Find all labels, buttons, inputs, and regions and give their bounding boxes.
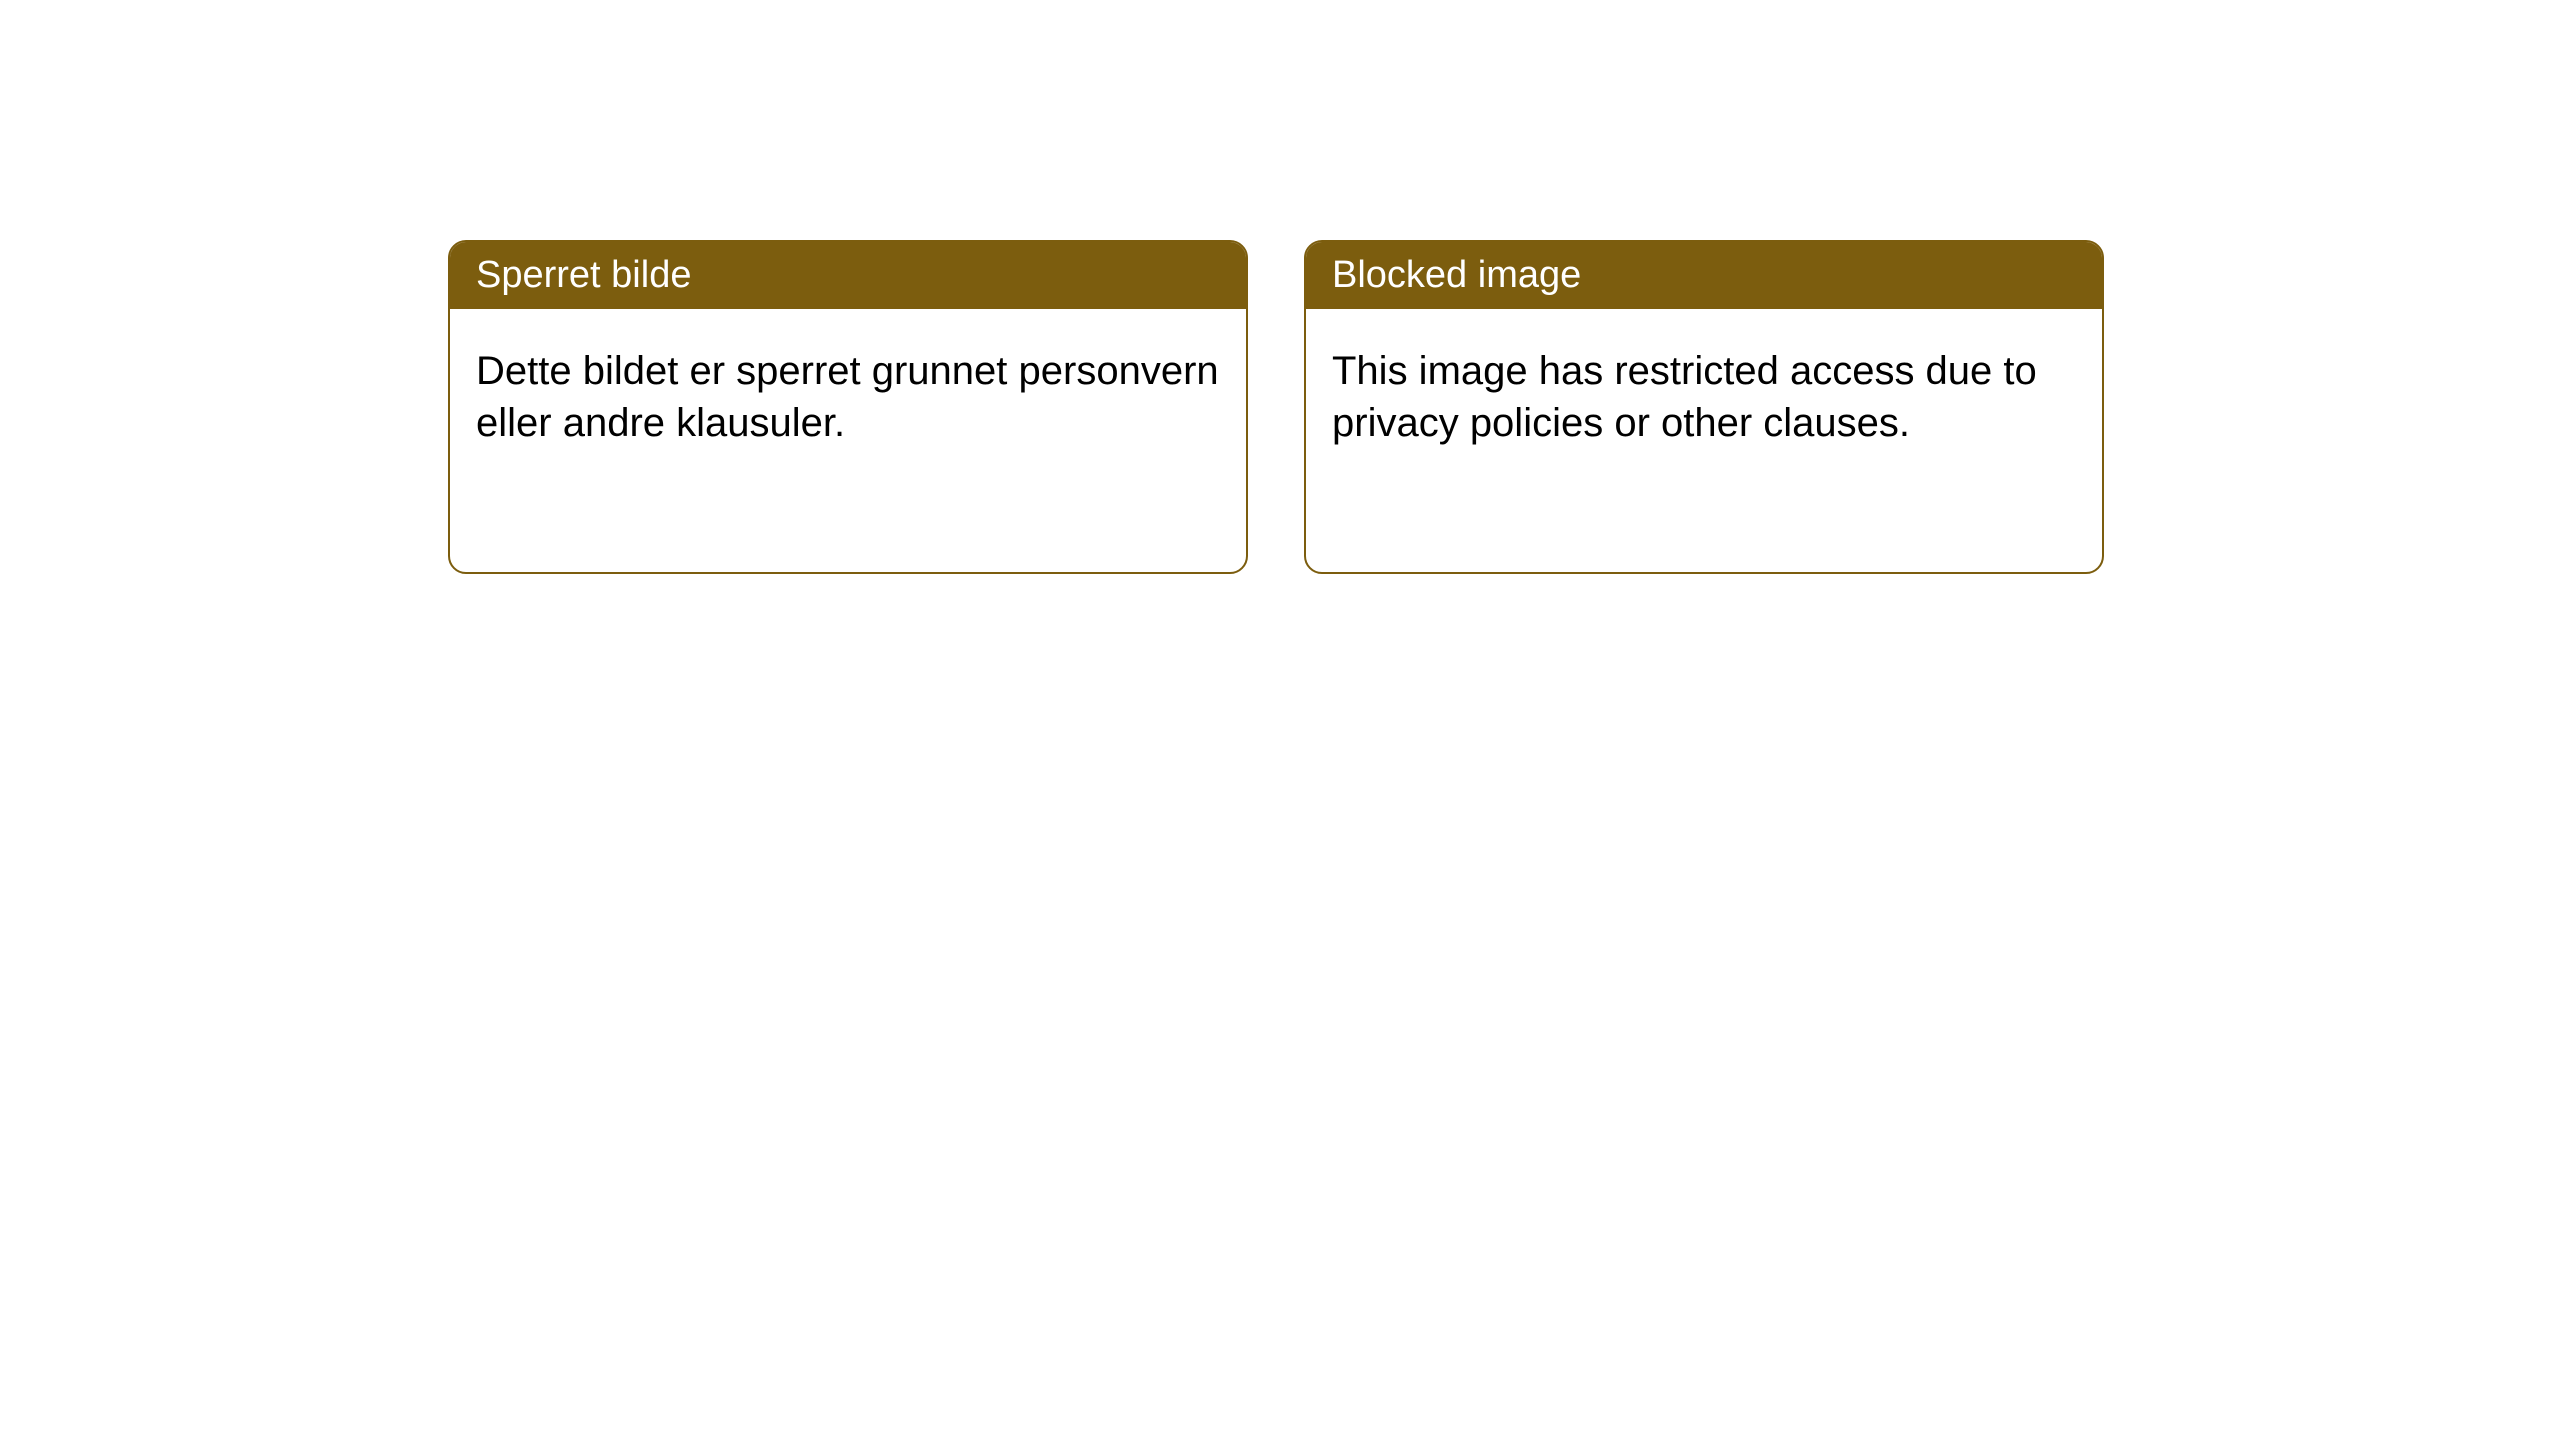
notice-body-english: This image has restricted access due to … bbox=[1306, 309, 2102, 485]
notice-body-norwegian: Dette bildet er sperret grunnet personve… bbox=[450, 309, 1246, 485]
notice-container: Sperret bilde Dette bildet er sperret gr… bbox=[448, 240, 2104, 574]
notice-card-norwegian: Sperret bilde Dette bildet er sperret gr… bbox=[448, 240, 1248, 574]
notice-card-english: Blocked image This image has restricted … bbox=[1304, 240, 2104, 574]
notice-header-norwegian: Sperret bilde bbox=[450, 242, 1246, 309]
notice-header-english: Blocked image bbox=[1306, 242, 2102, 309]
